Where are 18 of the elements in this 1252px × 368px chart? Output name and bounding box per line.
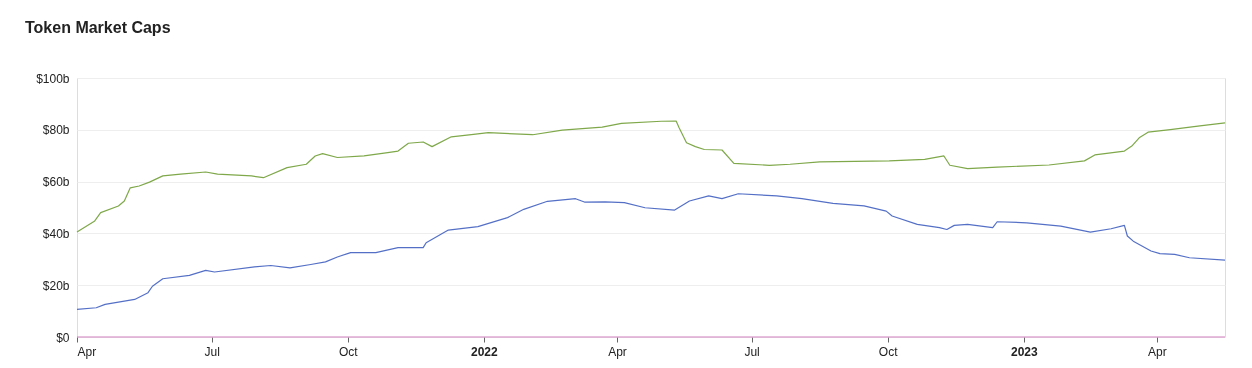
y-tick-label: $40b xyxy=(42,226,70,241)
x-tick-label: Apr xyxy=(1148,344,1167,359)
x-tick-label: Oct xyxy=(338,344,359,359)
line-series xyxy=(76,193,1226,310)
x-tick-label: Jul xyxy=(204,344,220,359)
x-tick-label: 2023 xyxy=(1010,344,1038,359)
x-tick-label: Jul xyxy=(744,344,760,359)
chart-title: Token Market Caps xyxy=(25,19,171,36)
x-tick-label: Apr xyxy=(77,344,97,359)
line-series xyxy=(76,120,1226,233)
x-tick-label: Oct xyxy=(878,344,899,359)
y-tick-label: $0 xyxy=(56,330,70,345)
x-tick-label: Apr xyxy=(608,344,627,359)
y-tick-label: $20b xyxy=(42,278,70,293)
y-tick-label: $100b xyxy=(36,71,70,86)
y-tick-label: $80b xyxy=(42,123,70,138)
x-tick-label: 2022 xyxy=(470,344,498,359)
y-tick-label: $60b xyxy=(42,175,70,190)
